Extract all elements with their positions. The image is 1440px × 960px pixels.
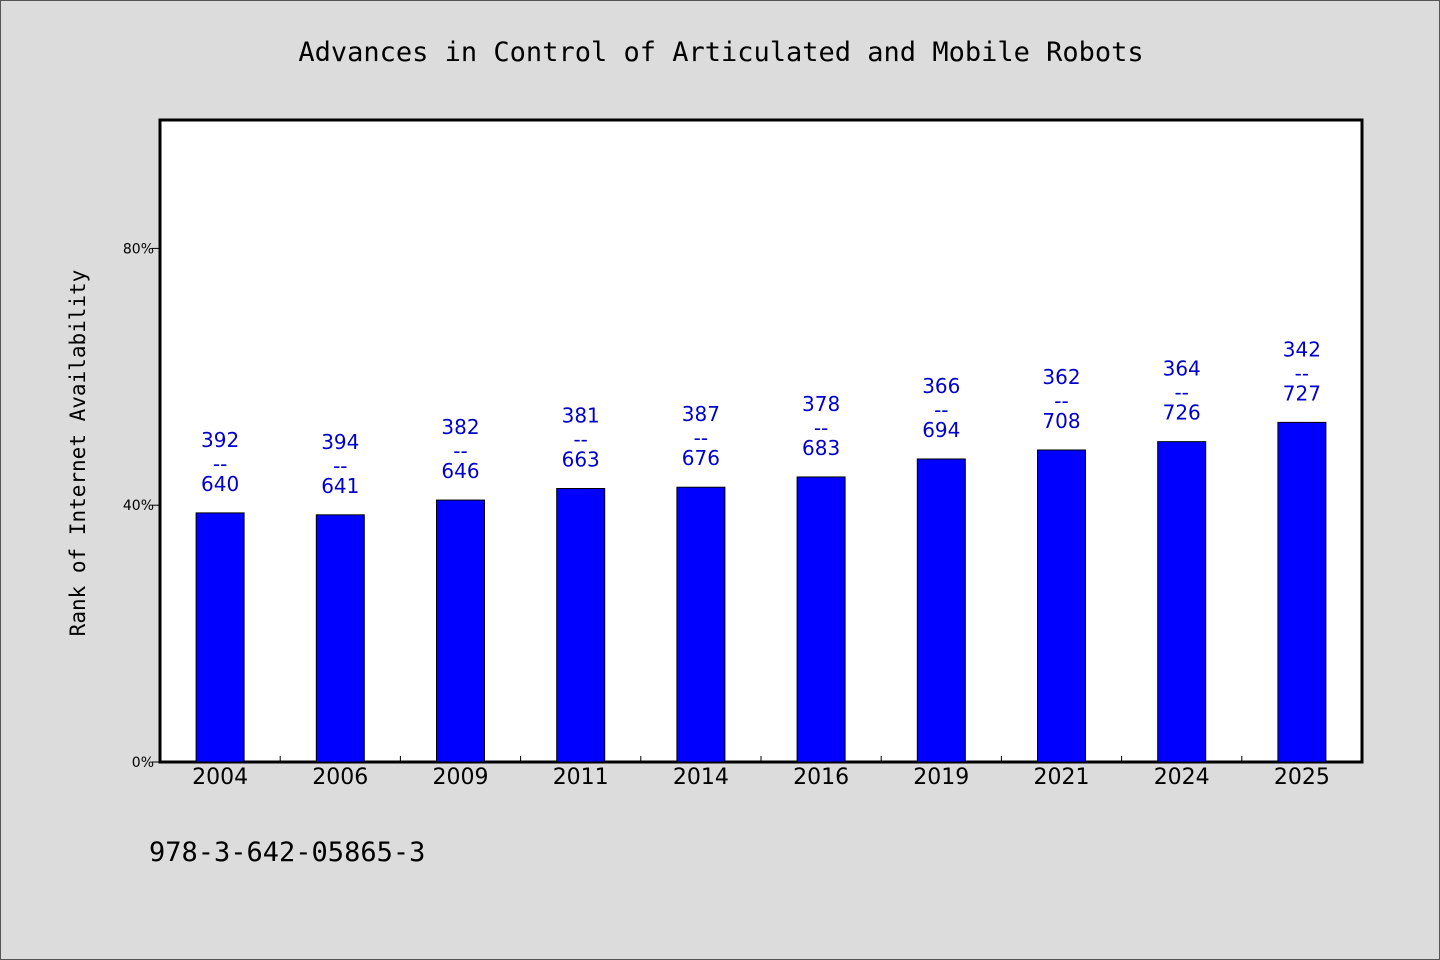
- data-label-separator: --: [453, 439, 467, 463]
- data-label-top: 378: [802, 392, 840, 416]
- y-tick-label: 0%: [132, 755, 154, 771]
- data-label-top: 392: [201, 428, 239, 452]
- x-tick-label: 2019: [913, 765, 969, 790]
- bar: [916, 458, 966, 763]
- data-label-group: 663--381: [562, 404, 600, 472]
- data-label-top: 364: [1163, 357, 1201, 381]
- y-axis-label: Rank of Internet Availability: [66, 270, 90, 637]
- data-label-bottom: 676: [682, 446, 720, 470]
- x-tick-label: 2024: [1154, 765, 1210, 790]
- data-label-bottom: 663: [562, 448, 600, 472]
- y-axis: 0% 40% 80%: [123, 241, 160, 771]
- bar: [556, 488, 606, 763]
- data-label-bottom: 640: [201, 472, 239, 496]
- bar: [195, 512, 245, 763]
- x-tick-label: 2004: [192, 765, 248, 790]
- data-label-bottom: 727: [1283, 381, 1321, 405]
- data-label-group: 676--387: [682, 402, 720, 470]
- data-label-group: 726--364: [1163, 357, 1201, 425]
- bar: [1157, 441, 1207, 763]
- bar: [436, 499, 485, 763]
- data-label-bottom: 726: [1163, 401, 1201, 425]
- data-label-separator: --: [934, 398, 948, 422]
- x-axis: 2004 2006 2009 2011 2014 2016 2019 2021 2024 2025: [192, 756, 1330, 790]
- y-tick-label: 80%: [123, 241, 154, 257]
- data-label-bottom: 683: [802, 436, 840, 460]
- data-label-separator: --: [1054, 389, 1068, 413]
- data-label-separator: --: [573, 428, 587, 452]
- data-label-bottom: 708: [1042, 409, 1080, 433]
- bar: [1277, 421, 1327, 763]
- y-tick-label: 40%: [123, 498, 154, 514]
- data-label-group: 640--392: [201, 428, 239, 496]
- data-label-separator: --: [213, 452, 227, 476]
- data-label-top: 394: [321, 430, 359, 454]
- data-label-group: 727--342: [1283, 337, 1321, 405]
- x-tick-label: 2011: [553, 765, 609, 790]
- data-label-top: 342: [1283, 337, 1321, 361]
- bar: [676, 486, 726, 763]
- data-label-separator: --: [694, 426, 708, 450]
- bar: [796, 476, 846, 763]
- data-label-top: 366: [922, 374, 960, 398]
- data-label-bottom: 641: [321, 474, 359, 498]
- data-label-top: 382: [441, 415, 479, 439]
- bar: [1037, 449, 1086, 763]
- bar-series: [195, 421, 1327, 763]
- data-label-group: 683--378: [802, 392, 840, 460]
- chart-title: Advances in Control of Articulated and M…: [298, 37, 1144, 68]
- data-label-separator: --: [333, 454, 347, 478]
- data-label-group: 694--366: [922, 374, 960, 442]
- bar: [315, 514, 365, 763]
- isbn-text: 978-3-642-05865-3: [149, 837, 426, 868]
- data-label-bottom: 694: [922, 418, 960, 442]
- x-tick-label: 2025: [1274, 765, 1330, 790]
- x-tick-label: 2016: [793, 765, 849, 790]
- x-tick-label: 2014: [673, 765, 729, 790]
- data-label-top: 381: [562, 404, 600, 428]
- data-label-top: 362: [1042, 365, 1080, 389]
- data-label-group: 708--362: [1042, 365, 1080, 433]
- data-label-group: 641--394: [321, 430, 359, 498]
- data-label-separator: --: [814, 416, 828, 440]
- data-labels: 640--392641--394646--382663--381676--387…: [201, 337, 1321, 497]
- x-tick-label: 2021: [1034, 765, 1090, 790]
- data-label-separator: --: [1174, 381, 1188, 405]
- x-tick-label: 2006: [312, 765, 368, 790]
- data-label-bottom: 646: [441, 459, 479, 483]
- data-label-group: 646--382: [441, 415, 479, 483]
- x-tick-label: 2009: [433, 765, 489, 790]
- data-label-separator: --: [1295, 361, 1309, 385]
- data-label-top: 387: [682, 402, 720, 426]
